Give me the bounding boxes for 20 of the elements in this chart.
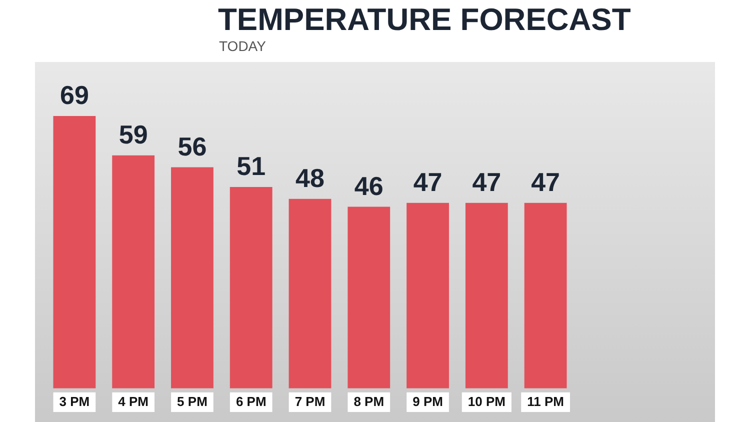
data-label: 48 [296, 163, 324, 194]
x-tick-label: 11 PM [527, 394, 564, 409]
x-tick-label: 7 PM [294, 394, 326, 409]
data-label: 47 [413, 166, 442, 197]
chart-title: TEMPERATURE FORECAST [218, 2, 631, 38]
data-label: 56 [178, 131, 207, 162]
x-tick-label: 9 PM [412, 394, 443, 409]
x-tick-label: 5 PM [177, 394, 208, 409]
x-tick-label: 3 PM [59, 394, 90, 409]
data-label: 47 [472, 166, 502, 197]
chart-subtitle: TODAY [219, 38, 266, 54]
data-label: 47 [531, 166, 560, 197]
data-label: 59 [118, 120, 148, 150]
x-tick-label: 10 PM [468, 394, 506, 409]
x-tick-label: 8 PM [354, 394, 384, 409]
x-tick-label: 4 PM [118, 394, 149, 409]
data-label: 69 [60, 80, 89, 110]
x-tick-label: 6 PM [236, 394, 266, 409]
data-label: 46 [354, 170, 384, 201]
data-label: 51 [236, 151, 266, 182]
